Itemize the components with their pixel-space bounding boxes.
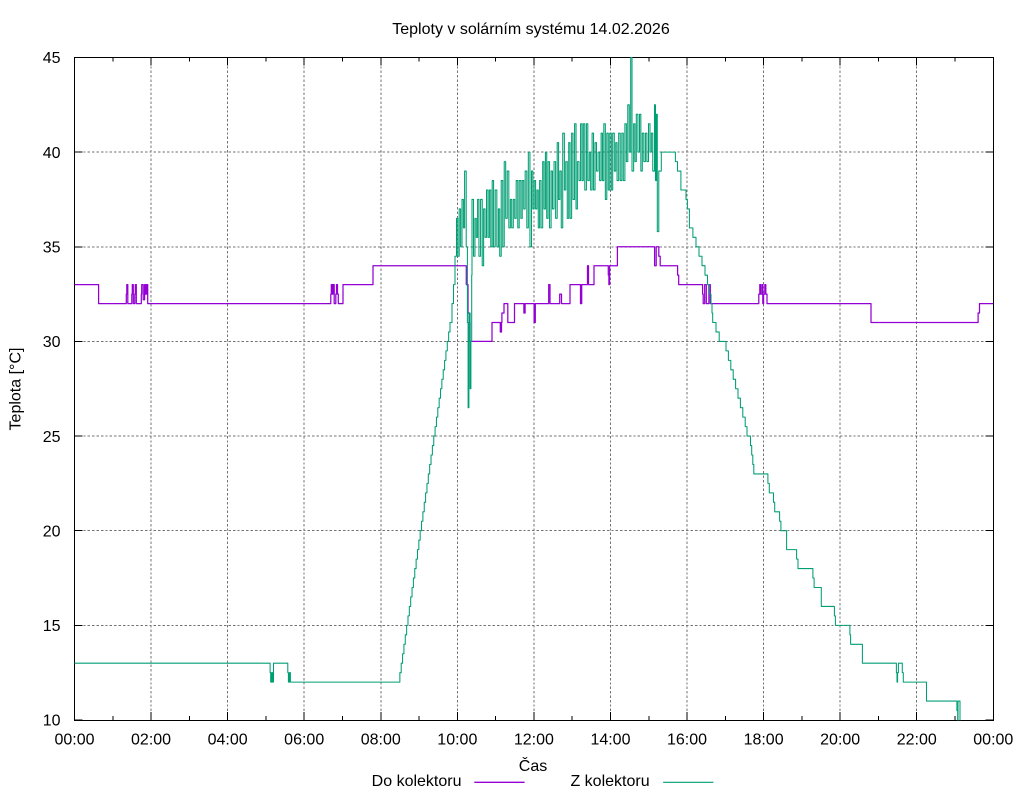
svg-text:20:00: 20:00 bbox=[820, 732, 860, 749]
svg-text:30: 30 bbox=[43, 334, 61, 351]
svg-text:40: 40 bbox=[43, 145, 61, 162]
svg-text:45: 45 bbox=[43, 50, 61, 67]
svg-text:Čas: Čas bbox=[519, 756, 547, 775]
svg-text:12:00: 12:00 bbox=[514, 732, 554, 749]
svg-text:Teplota [°C]: Teplota [°C] bbox=[8, 348, 25, 431]
svg-text:02:00: 02:00 bbox=[131, 732, 171, 749]
svg-text:06:00: 06:00 bbox=[284, 732, 324, 749]
svg-text:Z kolektoru: Z kolektoru bbox=[570, 773, 649, 790]
svg-text:10: 10 bbox=[43, 713, 61, 730]
svg-text:00:00: 00:00 bbox=[54, 732, 94, 749]
svg-text:14:00: 14:00 bbox=[590, 732, 630, 749]
svg-text:Teploty v solárním systému 14.: Teploty v solárním systému 14.02.2026 bbox=[392, 21, 670, 38]
svg-text:00:00: 00:00 bbox=[973, 732, 1013, 749]
svg-text:10:00: 10:00 bbox=[437, 732, 477, 749]
svg-text:16:00: 16:00 bbox=[667, 732, 707, 749]
svg-text:22:00: 22:00 bbox=[897, 732, 937, 749]
svg-text:15: 15 bbox=[43, 618, 61, 635]
svg-text:04:00: 04:00 bbox=[208, 732, 248, 749]
svg-text:25: 25 bbox=[43, 429, 61, 446]
svg-text:35: 35 bbox=[43, 239, 61, 256]
svg-text:18:00: 18:00 bbox=[744, 732, 784, 749]
svg-text:Do kolektoru: Do kolektoru bbox=[372, 773, 462, 790]
svg-text:20: 20 bbox=[43, 523, 61, 540]
svg-text:08:00: 08:00 bbox=[361, 732, 401, 749]
